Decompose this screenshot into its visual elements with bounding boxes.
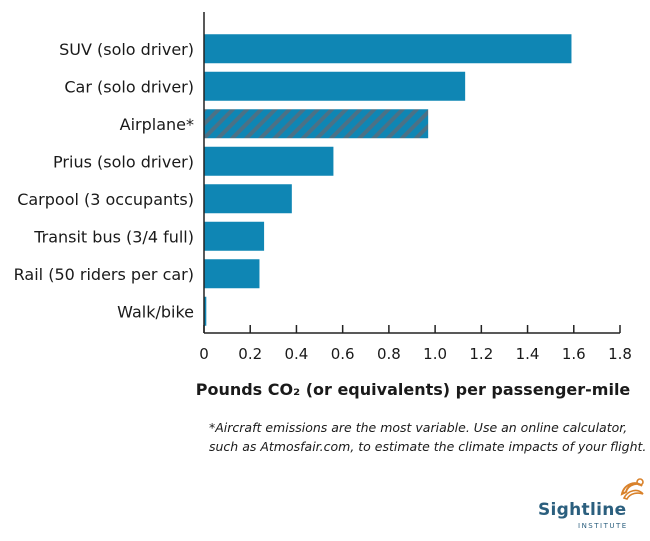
sightline-logo: Sightline INSTITUTE [538, 476, 648, 536]
bar-5 [204, 221, 265, 251]
footnote-line-1: *Aircraft emissions are the most variabl… [209, 420, 628, 435]
bar-6 [204, 259, 260, 289]
x-axis-label: Pounds CO₂ (or equivalents) per passenge… [196, 380, 631, 399]
category-label-7: Walk/bike [117, 302, 194, 321]
category-label-2: Airplane* [120, 115, 194, 134]
bar-0 [204, 34, 572, 64]
bar-1 [204, 71, 466, 101]
bar-3 [204, 146, 334, 176]
category-label-6: Rail (50 riders per car) [14, 265, 194, 284]
category-label-4: Carpool (3 occupants) [17, 190, 194, 209]
bar-4 [204, 184, 292, 214]
category-label-1: Car (solo driver) [64, 77, 194, 96]
category-label-5: Transit bus (3/4 full) [33, 227, 194, 246]
x-ticks: 0 0.2 0.4 0.6 0.8 1.0 1.2 1.4 1.6 1.8 [199, 325, 632, 363]
bar-chart: SUV (solo driver) Car (solo driver) Airpla… [14, 12, 632, 399]
sightline-mark-icon [620, 478, 644, 500]
x-tick-label-8: 1.6 [562, 345, 586, 363]
footnote-line-2: such as Atmosfair.com, to estimate the c… [209, 439, 647, 454]
category-label-3: Prius (solo driver) [53, 152, 194, 171]
logo-name: Sightline [538, 500, 627, 520]
x-tick-label-1: 0.2 [238, 345, 262, 363]
x-tick-label-7: 1.4 [516, 345, 540, 363]
x-tick-label-4: 0.8 [377, 345, 401, 363]
bar-7 [204, 296, 207, 326]
x-tick-label-5: 1.0 [423, 345, 447, 363]
x-tick-label-9: 1.8 [608, 345, 632, 363]
bar-group [204, 34, 572, 326]
footnote: *Aircraft emissions are the most variabl… [209, 418, 649, 456]
bar-2 [204, 109, 429, 139]
category-label-0: SUV (solo driver) [59, 40, 194, 59]
x-tick-label-3: 0.6 [331, 345, 355, 363]
category-labels: SUV (solo driver) Car (solo driver) Airpla… [14, 40, 194, 322]
axes [203, 12, 620, 334]
x-tick-label-6: 1.2 [469, 345, 493, 363]
x-tick-label-2: 0.4 [285, 345, 309, 363]
x-tick-label-0: 0 [199, 345, 209, 363]
logo-subtitle: INSTITUTE [578, 522, 628, 530]
